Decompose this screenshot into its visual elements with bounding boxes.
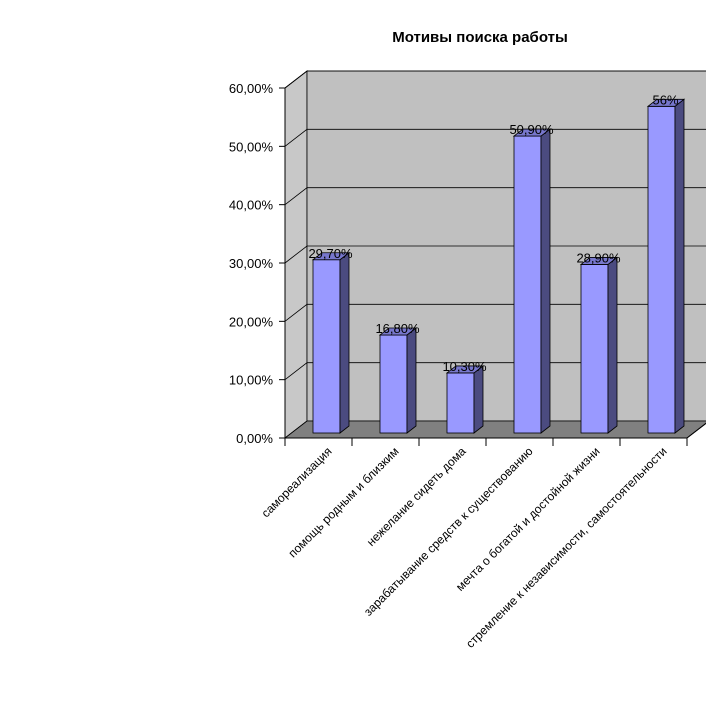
- y-tick-label: 20,00%: [229, 314, 274, 329]
- data-label: 28,90%: [576, 250, 621, 265]
- gridline: [284, 362, 706, 380]
- bar: [646, 98, 686, 434]
- bar-top: [512, 128, 552, 137]
- bar-front: [513, 135, 542, 434]
- x-axis-depth-edge: [686, 422, 706, 439]
- bar-front: [312, 259, 341, 434]
- bar-top: [579, 257, 619, 265]
- bar-side: [473, 365, 484, 434]
- bars: [311, 98, 686, 434]
- y-tick-label: 60,00%: [229, 81, 274, 96]
- gridline: [284, 303, 706, 322]
- x-category-label: мечта о богатой и достойной жизни: [453, 444, 603, 594]
- bar: [311, 251, 351, 434]
- bar-top: [646, 98, 686, 107]
- bar: [445, 365, 485, 434]
- gridline: [284, 70, 706, 89]
- bar-top: [311, 252, 351, 261]
- data-label: 16,80%: [375, 321, 420, 336]
- data-label: 50,90%: [509, 122, 554, 137]
- data-label: 29,70%: [308, 246, 353, 261]
- bar: [579, 256, 619, 434]
- bar-top: [378, 327, 418, 336]
- chart-title: Мотивы поиска работы: [392, 29, 568, 46]
- bar-front: [580, 264, 609, 434]
- data-label: 10,30%: [442, 359, 487, 374]
- data-labels: 29,70% 16,80% 10,30% 50,90% 28,90% 56%: [308, 92, 678, 374]
- bar-front: [446, 372, 475, 434]
- bar-side: [674, 98, 685, 434]
- y-axis: 0,00% 10,00% 20,00% 30,00% 40,00% 50,00% 60,00…: [229, 81, 286, 446]
- x-category-label: самореализация: [259, 444, 335, 520]
- bar-front: [647, 105, 676, 434]
- gridline: [284, 187, 706, 205]
- data-label: 56%: [652, 92, 678, 107]
- bar-top: [445, 365, 485, 374]
- x-category-label: помощь родным и близким: [285, 444, 401, 560]
- gridline: [284, 245, 706, 264]
- bar-side: [607, 256, 618, 434]
- gridline: [284, 128, 706, 147]
- bar: [378, 327, 418, 434]
- y-tick-label: 40,00%: [229, 198, 274, 213]
- y-tick-label: 10,00%: [229, 373, 274, 388]
- bar-side: [406, 327, 417, 434]
- y-tick-label: 0,00%: [236, 431, 273, 446]
- gridlines: [284, 70, 706, 380]
- bar-front: [379, 334, 408, 434]
- bar-side: [540, 128, 551, 434]
- bar-side: [339, 251, 350, 434]
- y-tick-label: 30,00%: [229, 256, 274, 271]
- y-tick-label: 50,00%: [229, 139, 274, 154]
- bar: [512, 128, 552, 434]
